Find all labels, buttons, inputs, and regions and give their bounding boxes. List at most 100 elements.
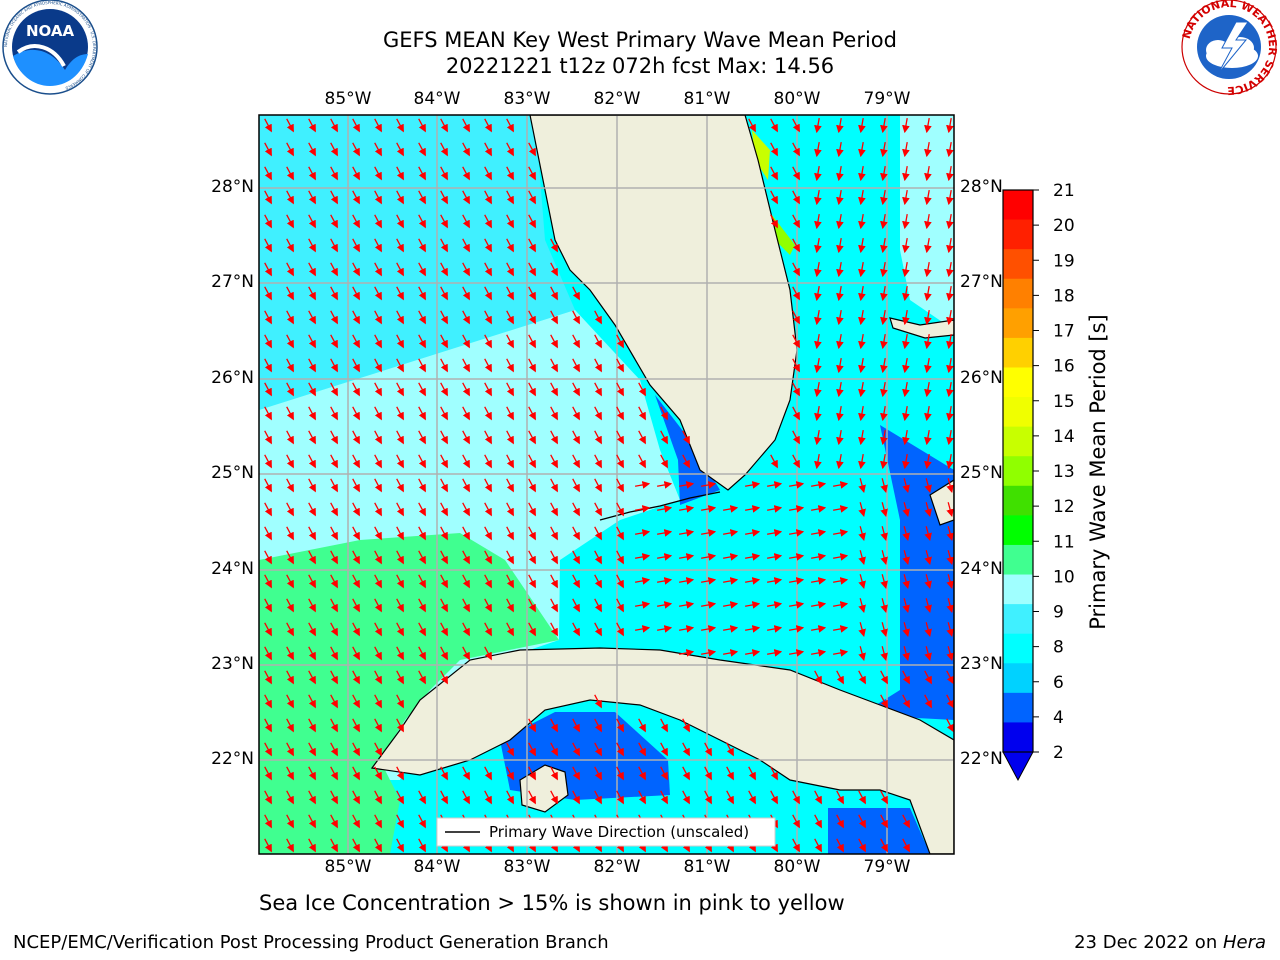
wave-direction-arrow xyxy=(528,406,536,421)
wave-direction-arrow xyxy=(946,453,954,470)
wave-direction-arrow xyxy=(946,478,954,494)
wave-direction-arrow xyxy=(722,625,739,633)
wave-direction-arrow xyxy=(484,286,492,301)
wave-direction-arrow xyxy=(374,262,382,277)
wave-direction-arrow xyxy=(462,574,470,589)
wave-direction-arrow xyxy=(924,502,932,518)
wave-direction-arrow xyxy=(836,333,844,350)
wave-direction-arrow xyxy=(264,166,272,181)
wave-direction-arrow xyxy=(374,718,382,733)
wave-direction-arrow xyxy=(594,334,602,349)
wave-direction-arrow xyxy=(792,286,800,301)
wave-direction-arrow xyxy=(264,454,272,469)
lat-label-right: 27°N xyxy=(960,272,1003,292)
colorbar-tick-label: 21 xyxy=(1053,181,1075,201)
wave-direction-arrow xyxy=(946,213,954,230)
wave-direction-arrow xyxy=(440,478,448,493)
wave-direction-arrow xyxy=(594,310,602,325)
wave-direction-arrow xyxy=(330,694,338,709)
wave-direction-arrow xyxy=(946,405,954,422)
wave-direction-arrow xyxy=(748,790,756,805)
wave-direction-arrow xyxy=(836,381,844,398)
wave-direction-arrow xyxy=(264,550,272,565)
wave-direction-arrow xyxy=(722,577,739,585)
wave-direction-arrow xyxy=(484,430,492,445)
wave-direction-arrow xyxy=(396,454,404,469)
wave-direction-arrow xyxy=(880,814,888,829)
wave-direction-arrow xyxy=(572,454,580,469)
wave-direction-arrow xyxy=(418,502,426,517)
wave-direction-arrow xyxy=(792,430,800,445)
wave-direction-arrow xyxy=(924,357,932,374)
colorbar-segment xyxy=(1003,456,1033,487)
wave-direction-arrow xyxy=(484,406,492,421)
wave-direction-arrow xyxy=(374,214,382,229)
wave-direction-arrow xyxy=(858,670,866,685)
wave-direction-arrow xyxy=(352,166,360,181)
wave-direction-arrow xyxy=(396,526,404,541)
wave-direction-arrow xyxy=(418,214,426,229)
wave-direction-arrow xyxy=(902,502,910,518)
wave-direction-arrow xyxy=(264,694,272,709)
wave-direction-arrow xyxy=(374,766,382,781)
wave-direction-arrow xyxy=(616,358,624,373)
wave-direction-arrow xyxy=(418,622,426,637)
wave-direction-arrow xyxy=(308,214,316,229)
wave-direction-arrow xyxy=(352,598,360,613)
wave-direction-arrow xyxy=(550,718,558,733)
wave-direction-arrow xyxy=(484,550,492,565)
wave-direction-arrow xyxy=(594,478,602,493)
wave-direction-arrow xyxy=(924,333,932,350)
wave-direction-arrow xyxy=(722,529,739,537)
wave-direction-arrow xyxy=(832,625,849,633)
wave-direction-arrow xyxy=(656,601,673,609)
lat-label-left: 26°N xyxy=(211,368,254,388)
wave-direction-arrow xyxy=(572,334,580,349)
wave-direction-arrow xyxy=(396,238,404,253)
wave-direction-arrow xyxy=(286,622,294,637)
wave-direction-arrow xyxy=(506,262,514,277)
wave-direction-arrow xyxy=(814,405,822,422)
wave-direction-arrow xyxy=(352,190,360,205)
wave-direction-arrow xyxy=(374,670,382,685)
wave-direction-arrow xyxy=(396,118,404,133)
wave-direction-arrow xyxy=(924,622,932,638)
land-florida xyxy=(529,115,798,491)
wave-direction-arrow xyxy=(286,574,294,589)
wave-direction-arrow xyxy=(440,574,448,589)
wave-direction-arrow xyxy=(506,358,514,373)
wave-direction-arrow xyxy=(330,718,338,733)
colorbar-segment xyxy=(1003,722,1033,753)
wave-direction-arrow xyxy=(352,334,360,349)
wave-direction-arrow xyxy=(770,166,778,181)
wave-direction-arrow xyxy=(810,481,827,489)
wave-direction-arrow xyxy=(418,262,426,277)
wave-direction-arrow xyxy=(440,358,448,373)
wave-direction-arrow xyxy=(660,430,668,445)
wave-direction-arrow xyxy=(572,598,580,613)
wave-direction-arrow xyxy=(550,790,558,805)
lon-label-top: 82°W xyxy=(593,89,641,109)
lon-label-bottom: 85°W xyxy=(324,857,372,877)
wave-direction-arrow xyxy=(396,406,404,421)
wave-direction-arrow xyxy=(264,214,272,229)
wave-direction-arrow xyxy=(788,601,805,609)
colorbar-tick-label: 8 xyxy=(1053,638,1064,658)
wave-direction-arrow xyxy=(814,381,822,398)
wave-direction-arrow xyxy=(286,310,294,325)
wave-direction-arrow xyxy=(722,601,739,609)
wave-direction-arrow xyxy=(330,166,338,181)
wave-direction-arrow xyxy=(374,382,382,397)
wave-direction-arrow xyxy=(572,358,580,373)
wave-direction-arrow xyxy=(814,838,822,853)
wave-direction-arrow xyxy=(792,166,800,181)
wave-direction-arrow xyxy=(286,382,294,397)
wave-direction-arrow xyxy=(744,529,761,537)
wave-direction-arrow xyxy=(396,766,404,781)
wave-direction-arrow xyxy=(946,598,954,614)
wave-direction-arrow xyxy=(440,454,448,469)
wave-direction-arrow xyxy=(572,790,580,805)
colorbar-segment xyxy=(1003,426,1033,457)
wave-direction-arrow xyxy=(440,622,448,637)
wave-direction-arrow xyxy=(924,285,932,302)
